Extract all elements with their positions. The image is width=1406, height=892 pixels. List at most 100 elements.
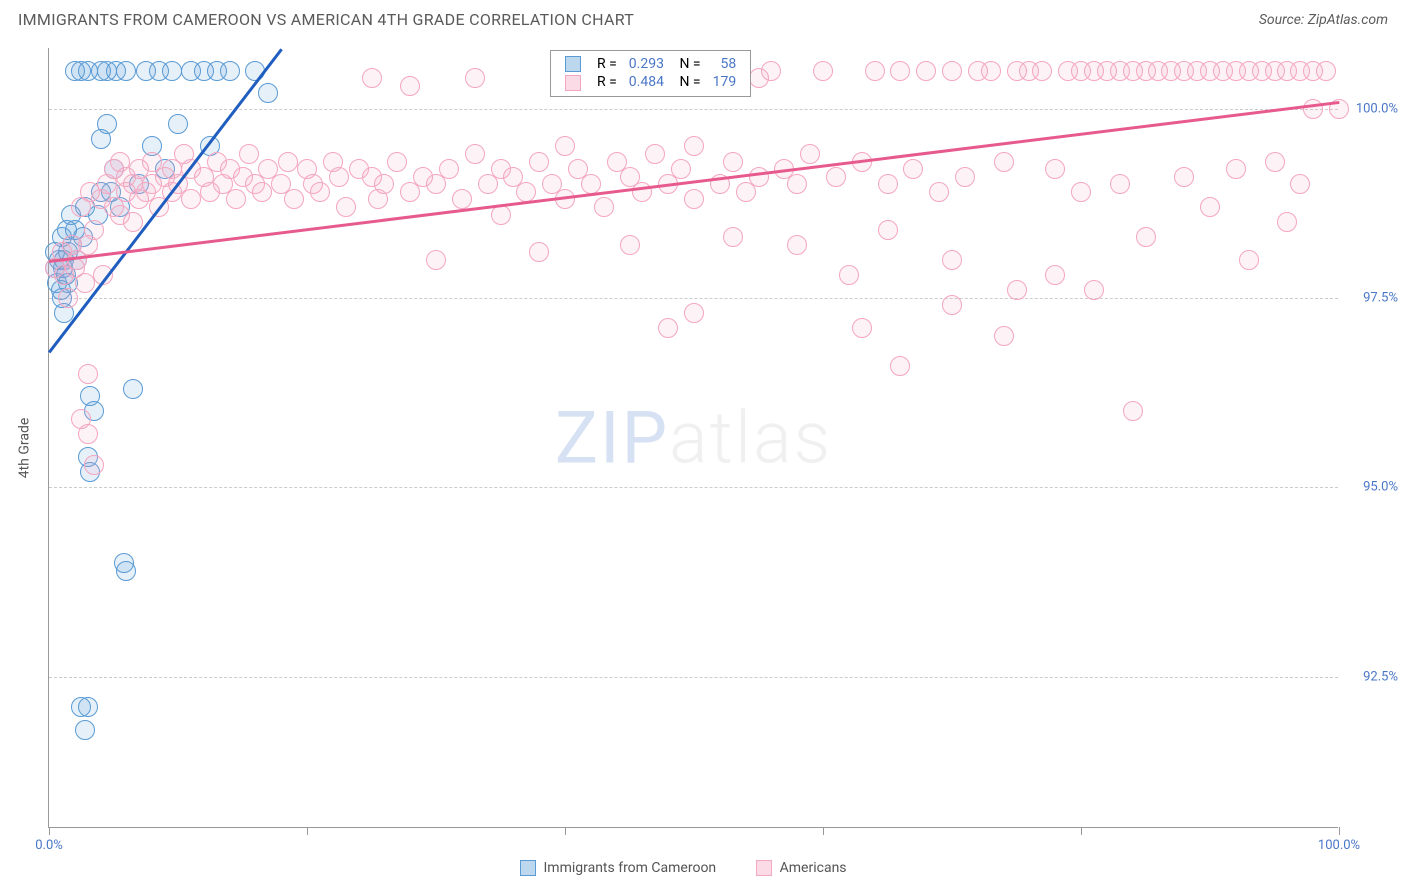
scatter-point [226, 189, 246, 209]
chart-title: IMMIGRANTS FROM CAMEROON VS AMERICAN 4TH… [18, 10, 634, 29]
x-tick [307, 827, 308, 835]
scatter-point [890, 61, 910, 81]
scatter-point [1084, 280, 1104, 300]
scatter-point [723, 227, 743, 247]
correlation-legend: R = 0.293 N = 58 R = 0.484 N = 179 [550, 50, 751, 97]
scatter-point [852, 318, 872, 338]
scatter-point [594, 197, 614, 217]
scatter-point [78, 364, 98, 384]
scatter-point [78, 697, 98, 717]
scatter-point [942, 250, 962, 270]
scatter-point [787, 235, 807, 255]
scatter-point [426, 250, 446, 270]
scatter-point [994, 152, 1014, 172]
scatter-point [387, 152, 407, 172]
gridline [49, 677, 1338, 678]
legend-item-1: Americans [756, 860, 846, 876]
scatter-point [813, 61, 833, 81]
scatter-point [123, 379, 143, 399]
scatter-point [284, 189, 304, 209]
scatter-point [439, 159, 459, 179]
scatter-point [878, 174, 898, 194]
n-label: N = [670, 73, 707, 91]
legend-label-0: Immigrants from Cameroon [543, 860, 716, 876]
scatter-point [878, 220, 898, 240]
scatter-point [942, 61, 962, 81]
scatter-point [1174, 167, 1194, 187]
scatter-point [1045, 159, 1065, 179]
swatch-icon [520, 860, 536, 876]
gridline [49, 298, 1338, 299]
x-tick-label: 100.0% [1318, 838, 1360, 853]
x-tick [565, 827, 566, 835]
scatter-point [452, 189, 472, 209]
y-tick-label: 95.0% [1343, 480, 1398, 495]
scatter-point [787, 174, 807, 194]
scatter-point [78, 424, 98, 444]
scatter-point [258, 83, 278, 103]
scatter-point [994, 326, 1014, 346]
scatter-point [749, 167, 769, 187]
scatter-point [723, 152, 743, 172]
scatter-point [826, 167, 846, 187]
scatter-point [1110, 174, 1130, 194]
scatter-point [800, 144, 820, 164]
watermark: ZIPatlas [555, 395, 832, 480]
scatter-point [671, 159, 691, 179]
scatter-point [181, 189, 201, 209]
legend-label-1: Americans [780, 860, 847, 876]
scatter-point [529, 152, 549, 172]
scatter-point [1239, 250, 1259, 270]
scatter-point [168, 114, 188, 134]
scatter-point [123, 212, 143, 232]
x-tick [1339, 827, 1340, 835]
scatter-point [1045, 265, 1065, 285]
scatter-point [58, 288, 78, 308]
scatter-point [239, 144, 259, 164]
scatter-point [84, 220, 104, 240]
scatter-point [761, 61, 781, 81]
scatter-point [555, 136, 575, 156]
y-axis-label: 4th Grade [16, 418, 32, 479]
scatter-point [916, 61, 936, 81]
correlation-row-1: R = 0.484 N = 179 [559, 73, 742, 91]
scatter-point [516, 182, 536, 202]
scatter-point [1136, 227, 1156, 247]
n-value-1: 179 [707, 73, 743, 91]
correlation-table: R = 0.293 N = 58 R = 0.484 N = 179 [559, 55, 742, 92]
n-label: N = [670, 55, 707, 73]
x-tick [1081, 827, 1082, 835]
scatter-point [362, 68, 382, 88]
scatter-point [839, 265, 859, 285]
swatch-icon [565, 75, 581, 91]
r-value-0: 0.293 [623, 55, 670, 73]
scatter-point [75, 720, 95, 740]
scatter-point [336, 197, 356, 217]
scatter-point [645, 144, 665, 164]
x-tick-label: 0.0% [35, 838, 63, 853]
scatter-point [1007, 280, 1027, 300]
series-legend: Immigrants from Cameroon Americans [520, 860, 847, 876]
scatter-point [658, 318, 678, 338]
scatter-point [684, 136, 704, 156]
scatter-point [1290, 174, 1310, 194]
scatter-point [1123, 401, 1143, 421]
chart-header: IMMIGRANTS FROM CAMEROON VS AMERICAN 4TH… [18, 10, 1388, 29]
r-label: R = [591, 55, 623, 73]
y-tick-label: 92.5% [1343, 669, 1398, 684]
scatter-point [75, 273, 95, 293]
scatter-point [1226, 159, 1246, 179]
scatter-point [684, 189, 704, 209]
y-tick-label: 97.5% [1343, 290, 1398, 305]
x-tick [49, 827, 50, 835]
scatter-point [684, 303, 704, 323]
scatter-point [310, 182, 330, 202]
scatter-point [252, 182, 272, 202]
scatter-point [903, 159, 923, 179]
scatter-point [116, 561, 136, 581]
scatter-point [1071, 182, 1091, 202]
scatter-point [1316, 61, 1336, 81]
scatter-point [981, 61, 1001, 81]
legend-item-0: Immigrants from Cameroon [520, 860, 716, 876]
scatter-point [955, 167, 975, 187]
